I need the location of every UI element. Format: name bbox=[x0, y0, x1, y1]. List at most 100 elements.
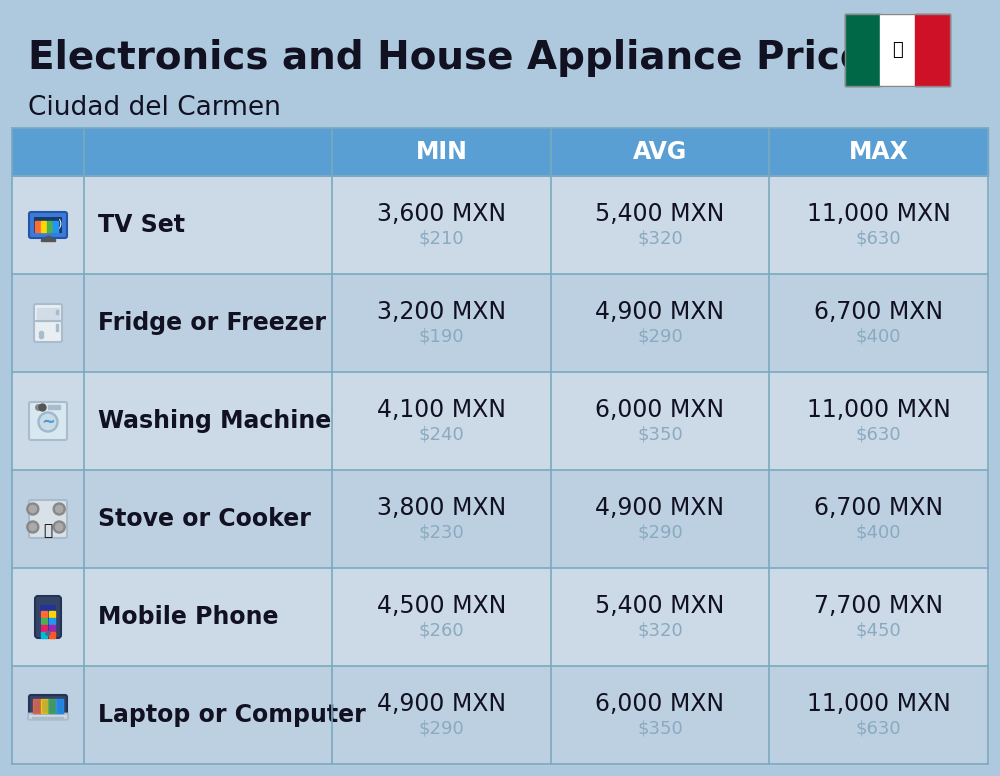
Bar bbox=[332, 128, 551, 176]
Text: TV Set: TV Set bbox=[98, 213, 185, 237]
FancyBboxPatch shape bbox=[29, 695, 67, 717]
Bar bbox=[769, 128, 988, 176]
Bar bbox=[41, 221, 46, 232]
Text: Electronics and House Appliance Prices: Electronics and House Appliance Prices bbox=[28, 39, 889, 77]
Text: $230: $230 bbox=[418, 523, 464, 541]
Bar bbox=[41, 611, 47, 617]
FancyBboxPatch shape bbox=[28, 714, 68, 719]
Text: ): ) bbox=[57, 218, 61, 228]
Bar bbox=[56, 699, 63, 713]
Bar bbox=[48, 699, 56, 713]
Text: $400: $400 bbox=[856, 523, 901, 541]
Circle shape bbox=[46, 632, 50, 636]
Bar bbox=[40, 699, 48, 713]
Bar bbox=[332, 274, 551, 372]
Text: 11,000 MXN: 11,000 MXN bbox=[807, 202, 951, 226]
Bar bbox=[49, 611, 55, 617]
Bar bbox=[40, 717, 47, 718]
Text: $320: $320 bbox=[637, 229, 683, 247]
FancyBboxPatch shape bbox=[35, 596, 61, 638]
Bar bbox=[551, 470, 769, 568]
Circle shape bbox=[27, 521, 39, 533]
Bar bbox=[84, 666, 332, 764]
Text: Washing Machine: Washing Machine bbox=[98, 409, 331, 433]
Bar bbox=[12, 274, 84, 372]
Bar bbox=[53, 221, 58, 232]
Bar bbox=[12, 128, 84, 176]
Bar bbox=[84, 470, 332, 568]
Bar bbox=[769, 372, 988, 470]
Bar bbox=[332, 176, 551, 274]
Text: 6,000 MXN: 6,000 MXN bbox=[595, 398, 725, 422]
Text: $290: $290 bbox=[637, 523, 683, 541]
Text: 3,800 MXN: 3,800 MXN bbox=[377, 496, 506, 520]
Text: $240: $240 bbox=[418, 425, 464, 443]
Bar bbox=[56, 310, 58, 314]
Bar bbox=[49, 618, 55, 624]
Bar bbox=[332, 666, 551, 764]
Text: MIN: MIN bbox=[415, 140, 467, 164]
Text: 6,700 MXN: 6,700 MXN bbox=[814, 300, 943, 324]
Bar bbox=[769, 470, 988, 568]
Text: $450: $450 bbox=[856, 621, 902, 639]
Bar bbox=[48, 717, 55, 718]
Bar bbox=[551, 372, 769, 470]
FancyBboxPatch shape bbox=[34, 217, 62, 233]
Text: $400: $400 bbox=[856, 327, 901, 345]
Text: 6,000 MXN: 6,000 MXN bbox=[595, 692, 725, 716]
Bar bbox=[49, 632, 55, 638]
Bar bbox=[769, 274, 988, 372]
FancyBboxPatch shape bbox=[34, 304, 62, 342]
Text: 6,700 MXN: 6,700 MXN bbox=[814, 496, 943, 520]
Text: $290: $290 bbox=[637, 327, 683, 345]
FancyBboxPatch shape bbox=[29, 212, 67, 238]
Bar bbox=[332, 470, 551, 568]
Bar bbox=[915, 14, 950, 86]
Text: MAX: MAX bbox=[849, 140, 909, 164]
Circle shape bbox=[53, 503, 65, 515]
Bar bbox=[41, 618, 47, 624]
Text: $350: $350 bbox=[637, 425, 683, 443]
Bar bbox=[769, 176, 988, 274]
Text: 4,500 MXN: 4,500 MXN bbox=[377, 594, 506, 618]
Text: Fridge or Freezer: Fridge or Freezer bbox=[98, 311, 326, 335]
Circle shape bbox=[56, 523, 63, 531]
Text: $630: $630 bbox=[856, 229, 901, 247]
Text: $350: $350 bbox=[637, 719, 683, 737]
Bar bbox=[551, 128, 769, 176]
Bar bbox=[12, 470, 84, 568]
Text: 4,100 MXN: 4,100 MXN bbox=[377, 398, 506, 422]
Bar bbox=[48, 405, 60, 409]
Bar bbox=[845, 14, 950, 86]
Bar bbox=[12, 666, 84, 764]
Bar bbox=[41, 625, 47, 631]
Bar bbox=[84, 568, 332, 666]
FancyBboxPatch shape bbox=[29, 402, 67, 440]
FancyBboxPatch shape bbox=[40, 605, 56, 632]
Bar bbox=[84, 176, 332, 274]
Circle shape bbox=[29, 523, 36, 531]
Bar bbox=[37, 308, 59, 321]
Bar bbox=[49, 625, 55, 631]
Circle shape bbox=[40, 414, 56, 430]
Bar bbox=[35, 221, 40, 232]
Text: 5,400 MXN: 5,400 MXN bbox=[595, 202, 725, 226]
Text: Mobile Phone: Mobile Phone bbox=[98, 605, 278, 629]
Bar bbox=[551, 274, 769, 372]
Text: $210: $210 bbox=[419, 229, 464, 247]
Text: 🔥: 🔥 bbox=[43, 524, 53, 539]
Text: 4,900 MXN: 4,900 MXN bbox=[377, 692, 506, 716]
Bar bbox=[84, 372, 332, 470]
Bar bbox=[332, 372, 551, 470]
Text: 5,400 MXN: 5,400 MXN bbox=[595, 594, 725, 618]
Bar bbox=[47, 221, 52, 232]
Text: Stove or Cooker: Stove or Cooker bbox=[98, 507, 311, 531]
Text: 4,900 MXN: 4,900 MXN bbox=[595, 300, 725, 324]
Circle shape bbox=[29, 505, 36, 513]
Text: 7,700 MXN: 7,700 MXN bbox=[814, 594, 943, 618]
Bar bbox=[551, 176, 769, 274]
Bar bbox=[332, 568, 551, 666]
Circle shape bbox=[38, 412, 58, 432]
Bar bbox=[769, 568, 988, 666]
Text: ~: ~ bbox=[41, 413, 55, 431]
